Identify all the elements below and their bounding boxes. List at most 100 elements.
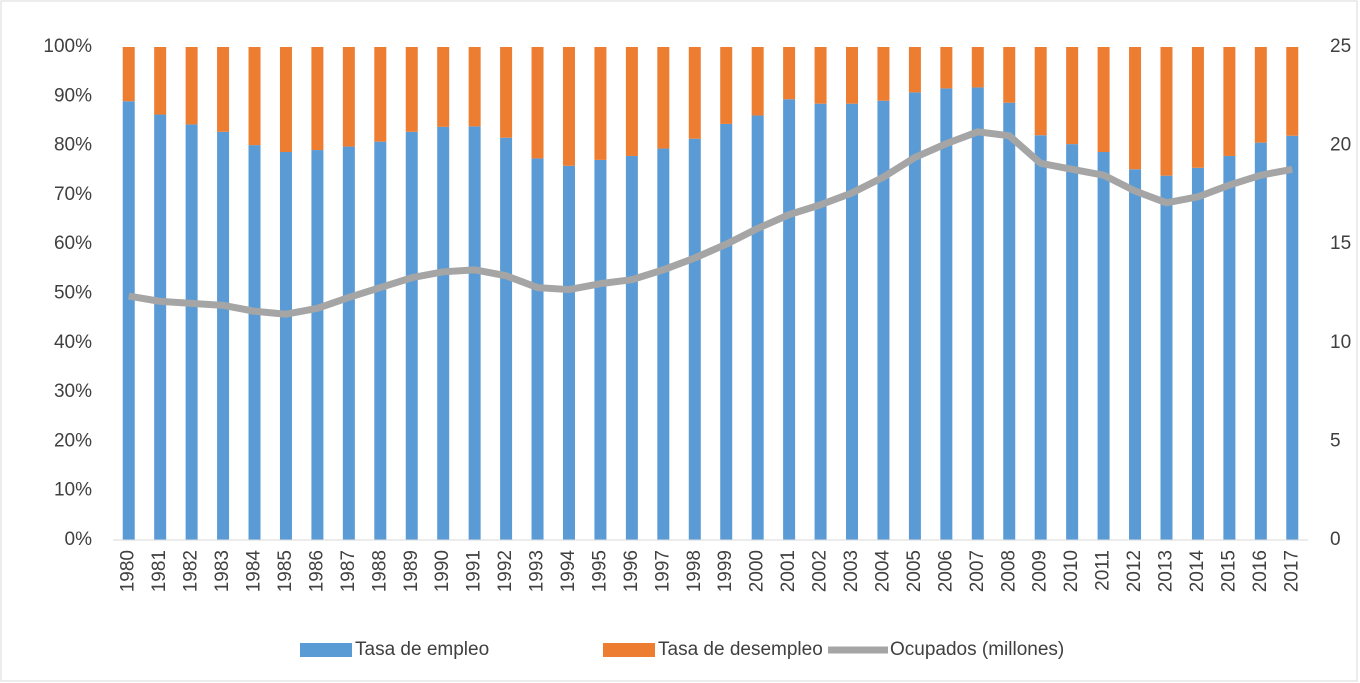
bar	[562, 165, 575, 541]
bar	[877, 100, 890, 540]
bar	[311, 47, 324, 151]
x-tick-label: 1986	[306, 550, 327, 592]
bar	[1034, 135, 1047, 540]
y-tick-label: 100%	[43, 36, 92, 57]
bar	[783, 99, 796, 541]
x-tick-label: 1989	[401, 550, 422, 592]
y2-tick-label: 0	[1330, 529, 1341, 550]
bar	[437, 47, 450, 127]
bar	[279, 152, 292, 540]
x-tick-label: 1985	[275, 550, 296, 592]
bar	[468, 126, 481, 541]
legend-swatch	[300, 643, 352, 657]
x-tick-label: 2009	[1030, 550, 1051, 592]
x-tick-label: 2014	[1187, 550, 1208, 593]
x-tick-label: 2010	[1061, 550, 1082, 592]
x-tick-label: 1981	[149, 550, 170, 592]
bar	[342, 146, 355, 540]
bar	[751, 115, 764, 540]
x-tick-label: 1994	[558, 550, 579, 593]
bar	[594, 47, 607, 160]
bar	[846, 103, 859, 540]
x-tick-label: 2002	[810, 550, 831, 592]
x-tick-label: 1999	[715, 550, 736, 592]
bar	[1160, 47, 1173, 176]
bar	[814, 103, 827, 540]
x-tick-label: 1984	[244, 550, 265, 593]
bar	[217, 131, 230, 540]
x-tick-label: 2012	[1124, 550, 1145, 592]
x-tick-label: 1996	[621, 550, 642, 592]
x-tick-label: 1982	[181, 550, 202, 592]
y2-tick-label: 5	[1330, 430, 1341, 451]
bar	[531, 47, 544, 159]
bar	[1223, 47, 1236, 156]
x-tick-label: 2008	[998, 550, 1019, 592]
bar	[783, 47, 796, 100]
bar	[1129, 169, 1142, 540]
bar	[751, 47, 764, 116]
bar	[311, 150, 324, 541]
bar	[1129, 47, 1142, 170]
bar	[500, 137, 513, 540]
bar	[625, 155, 638, 540]
bar	[1254, 142, 1267, 540]
bar	[1286, 47, 1299, 136]
bar	[405, 47, 418, 132]
x-tick-label: 1997	[652, 550, 673, 592]
y-tick-label: 0%	[65, 529, 93, 550]
bar	[500, 47, 513, 138]
legend-label: Ocupados (millones)	[890, 639, 1064, 660]
bar	[1066, 47, 1079, 145]
y-tick-label: 80%	[54, 135, 92, 156]
y-tick-label: 50%	[54, 283, 92, 304]
bar	[374, 47, 387, 142]
bar	[374, 141, 387, 540]
x-tick-label: 2015	[1218, 550, 1239, 592]
bar	[1286, 135, 1299, 541]
bar	[185, 124, 198, 540]
y2-tick-label: 25	[1330, 36, 1351, 57]
y-tick-label: 30%	[54, 381, 92, 402]
legend-label: Tasa de empleo	[355, 639, 489, 660]
bar	[625, 47, 638, 156]
x-tick-label: 1995	[589, 550, 610, 592]
y2-tick-label: 10	[1330, 332, 1351, 353]
x-tick-label: 2005	[904, 550, 925, 592]
bar	[405, 131, 418, 540]
x-tick-label: 1992	[495, 550, 516, 592]
bar	[122, 47, 135, 102]
bar	[1097, 152, 1110, 540]
bar	[720, 123, 733, 541]
bar	[940, 47, 953, 89]
bar	[1223, 155, 1236, 540]
bar	[531, 158, 544, 540]
bar	[971, 47, 984, 88]
x-tick-label: 1991	[464, 550, 485, 592]
x-tick-label: 2004	[872, 550, 893, 593]
bar	[1254, 47, 1267, 143]
bar	[248, 145, 261, 540]
bar	[1191, 167, 1204, 540]
bar	[154, 47, 167, 115]
bar	[279, 47, 292, 153]
bar	[1066, 144, 1079, 540]
y-tick-label: 70%	[54, 184, 92, 205]
bar	[468, 47, 481, 127]
bar	[1097, 47, 1110, 153]
bar	[1003, 102, 1016, 541]
y-tick-label: 40%	[54, 332, 92, 353]
bar	[720, 47, 733, 124]
bar	[657, 47, 670, 149]
bar	[1160, 175, 1173, 540]
x-tick-label: 1987	[338, 550, 359, 592]
y-tick-label: 90%	[54, 85, 92, 106]
bar	[342, 47, 355, 147]
x-tick-label: 2011	[1093, 550, 1114, 591]
bar	[814, 47, 827, 104]
bar	[908, 47, 921, 93]
bar	[154, 114, 167, 540]
bar	[971, 87, 984, 541]
bar	[688, 47, 701, 139]
